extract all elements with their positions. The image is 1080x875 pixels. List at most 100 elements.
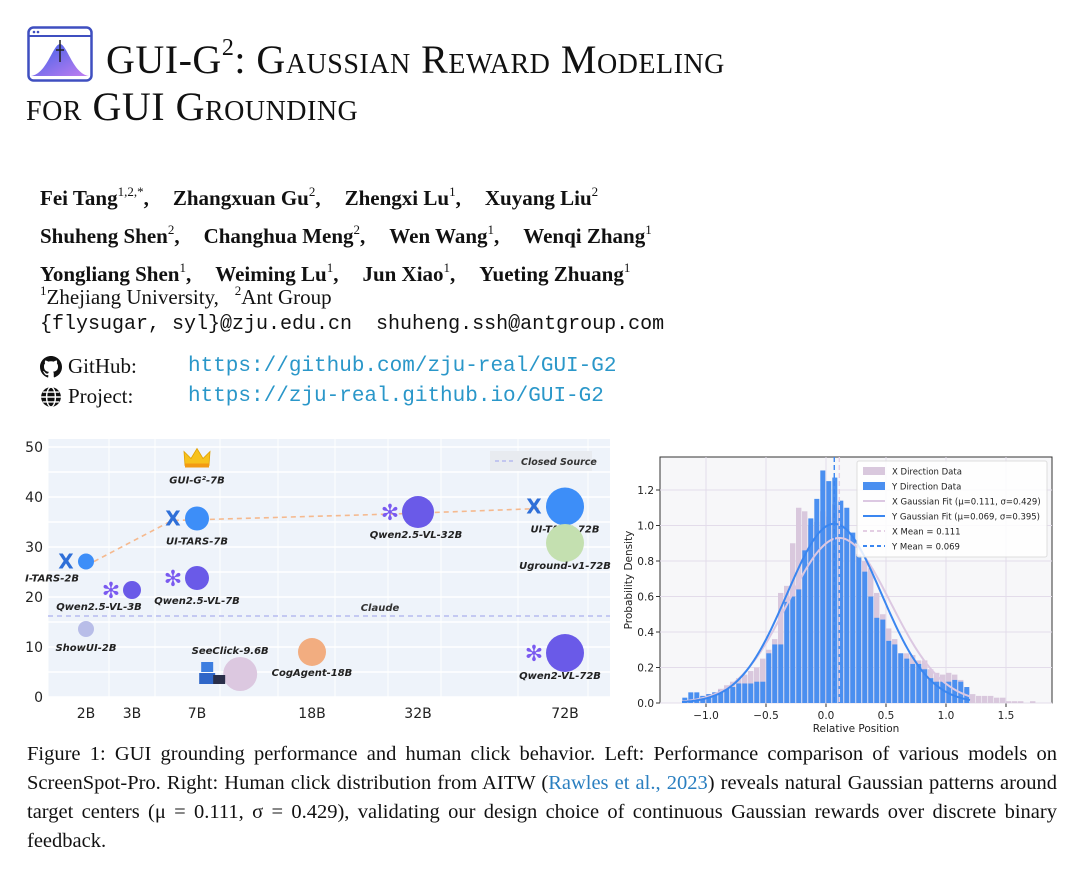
y-direction-bar xyxy=(778,644,784,703)
y-direction-bar xyxy=(754,681,760,703)
author-affiliation-sup: 2 xyxy=(308,184,316,199)
author-affiliation-sup: 1 xyxy=(623,260,631,275)
data-point: ✻ Qwen2-VL-72B xyxy=(519,634,601,682)
y-tick-label: 0.0 xyxy=(637,698,654,710)
x-gaussian-fit-curve xyxy=(681,537,971,703)
x-tick-label: 3B xyxy=(123,706,142,722)
y-direction-bar xyxy=(862,571,868,703)
model-bubble xyxy=(298,638,326,666)
data-point: ✻ Qwen2.5-VL-32B xyxy=(370,496,463,541)
click-distribution-histogram: −1.0 −0.5 0.0 0.5 1.0 1.5 0.0 0.2 0.4 0.6 0.8 1.0 1.… xyxy=(623,456,1053,735)
x-tick-label: 72B xyxy=(551,706,578,722)
crown-icon xyxy=(183,447,211,466)
author: Fei Tang1,2,*, xyxy=(40,184,149,210)
qwen-logo-icon: ✻ xyxy=(381,501,399,526)
y-tick-label: 1.2 xyxy=(637,485,654,497)
x-direction-bar xyxy=(994,697,1000,703)
citation-link[interactable]: Rawles et al., 2023 xyxy=(548,772,708,794)
legend-box xyxy=(856,460,1048,558)
trend-line xyxy=(93,507,541,563)
model-bubble xyxy=(546,634,584,672)
model-bubble xyxy=(123,581,141,599)
author-name: Wen Wang xyxy=(389,224,488,248)
legend-label: X Direction Data xyxy=(892,468,962,478)
qwen-logo-icon: ✻ xyxy=(102,579,120,604)
affiliations: 1Zhejiang University, 2Ant Group xyxy=(40,283,332,310)
y-direction-bar xyxy=(940,681,946,703)
legend-swatch xyxy=(863,467,885,475)
model-bubble xyxy=(185,566,209,590)
y-direction-bar xyxy=(898,653,904,703)
data-point: ✻Qwen2.5-VL-3B xyxy=(56,579,142,613)
y-direction-bar xyxy=(730,687,736,703)
model-label: UI-TARS-7B xyxy=(166,537,228,548)
x-direction-bar xyxy=(982,695,988,703)
data-point: SeeClick-9.6B xyxy=(192,646,269,691)
github-row: GitHub: https://github.com/zju-real/GUI-… xyxy=(40,354,616,379)
y-direction-bar xyxy=(772,644,778,703)
model-label: Qwen2.5-VL-32B xyxy=(370,530,463,541)
author-name: Jun Xiao xyxy=(362,262,444,286)
y-direction-bar xyxy=(784,601,790,703)
project-link[interactable]: https://zju-real.github.io/GUI-G2 xyxy=(188,385,604,408)
x-tick-label: 0.0 xyxy=(818,710,835,722)
author: Wenqi Zhang1 xyxy=(523,222,651,248)
author-affiliation-sup: 1 xyxy=(179,260,186,275)
legend-closed-source-label: Closed Source xyxy=(521,457,597,468)
author-affiliation-sup: 1 xyxy=(443,260,451,275)
y-tick-label: 0.2 xyxy=(637,663,654,675)
paper-title-line2: for GUI Grounding xyxy=(26,84,359,129)
author-affiliation-sup: 2 xyxy=(167,222,175,237)
affiliation: Ant Group xyxy=(241,285,332,309)
github-link[interactable]: https://github.com/zju-real/GUI-G2 xyxy=(188,355,617,378)
legend-swatch xyxy=(863,482,885,490)
x-axis-label: Relative Position xyxy=(813,723,900,735)
model-label: CogAgent-18B xyxy=(272,668,353,679)
y-axis-label: Probability Density xyxy=(623,531,635,630)
data-point: Uground-v1-72B xyxy=(519,524,611,572)
author-name: Weiming Lu xyxy=(215,262,327,286)
ui-tars-logo-icon: X xyxy=(165,507,181,531)
y-direction-bar xyxy=(856,555,862,703)
y-tick-label: 30 xyxy=(25,540,43,556)
affiliation: Zhejiang University, xyxy=(46,285,219,309)
y-direction-bar xyxy=(808,518,814,703)
caption-text: ) reveals natural Gaussian patterns arou… xyxy=(27,772,1057,852)
figure-caption: Figure 1: GUI grounding performance and … xyxy=(27,740,1057,856)
x-direction-bar xyxy=(988,695,994,703)
title-prefix: GUI-G xyxy=(106,37,222,82)
y-tick-label: 0.8 xyxy=(637,556,654,568)
y-direction-bar xyxy=(844,507,850,703)
model-label: Uground-v1-72B xyxy=(519,561,611,572)
y-tick-label: 1.0 xyxy=(637,521,654,533)
y-tick-label: 0.6 xyxy=(637,592,654,604)
qwen-logo-icon: ✻ xyxy=(164,567,182,592)
y-direction-bar xyxy=(748,683,754,703)
author-name: Zhangxuan Gu xyxy=(172,186,309,210)
x-tick-label: −1.0 xyxy=(693,710,719,722)
legend-label: Y Direction Data xyxy=(891,483,961,493)
data-point: GUI-G²-7B xyxy=(169,447,225,487)
author-affiliation-sup: 1 xyxy=(326,260,334,275)
model-bubble xyxy=(185,506,209,531)
y-direction-bar xyxy=(760,681,766,703)
author: Zhangxuan Gu2, xyxy=(172,184,321,210)
x-direction-bar xyxy=(1030,701,1036,703)
author-affiliation-sup: 1 xyxy=(487,222,495,237)
author: Shuheng Shen2, xyxy=(40,222,180,248)
author-line: Fei Tang1,2,*, Zhangxuan Gu2, Zhengxi Lu1,… xyxy=(40,176,676,214)
legend-box xyxy=(490,451,592,471)
legend-label: X Mean = 0.111 xyxy=(892,528,961,538)
x-direction-bar xyxy=(970,694,976,703)
legend-label: Y Gaussian Fit (μ=0.069, σ=0.395) xyxy=(891,513,1040,523)
y-direction-bar xyxy=(802,550,808,703)
y-direction-bar xyxy=(724,688,730,703)
x-direction-bar xyxy=(976,695,982,703)
y-direction-bar xyxy=(922,669,928,703)
data-point: ✻ Qwen2.5-VL-7B xyxy=(154,566,240,607)
y-direction-bar xyxy=(718,690,724,703)
globe-icon xyxy=(41,385,61,408)
author: Zhengxi Lu1, xyxy=(344,184,461,210)
x-tick-label: 7B xyxy=(188,706,207,722)
model-bubble xyxy=(78,621,94,637)
